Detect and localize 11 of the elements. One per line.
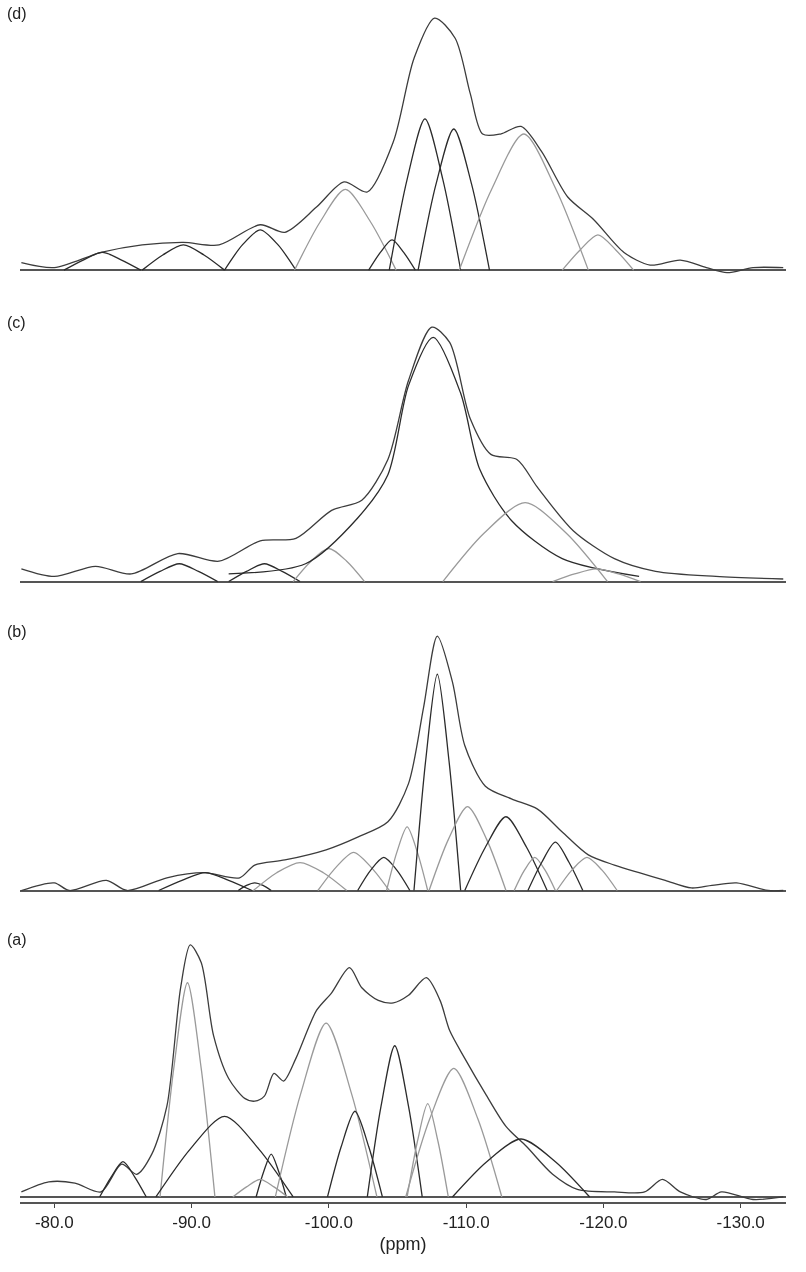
chart-title: (c) (7, 314, 26, 331)
x-axis-title: (ppm) (379, 1233, 427, 1254)
x-tick-label: -100.0 (304, 1213, 353, 1233)
x-tick-label: -80.0 (34, 1213, 74, 1233)
chart-title: (a) (7, 931, 27, 948)
chart-title: (d) (7, 5, 27, 22)
x-tick-label: -110.0 (442, 1213, 490, 1233)
x-tick-label: -130.0 (716, 1213, 765, 1233)
x-tick-label: -90.0 (172, 1213, 211, 1233)
x-tick-label: -120.0 (579, 1213, 628, 1233)
chart-title: (b) (7, 623, 27, 640)
